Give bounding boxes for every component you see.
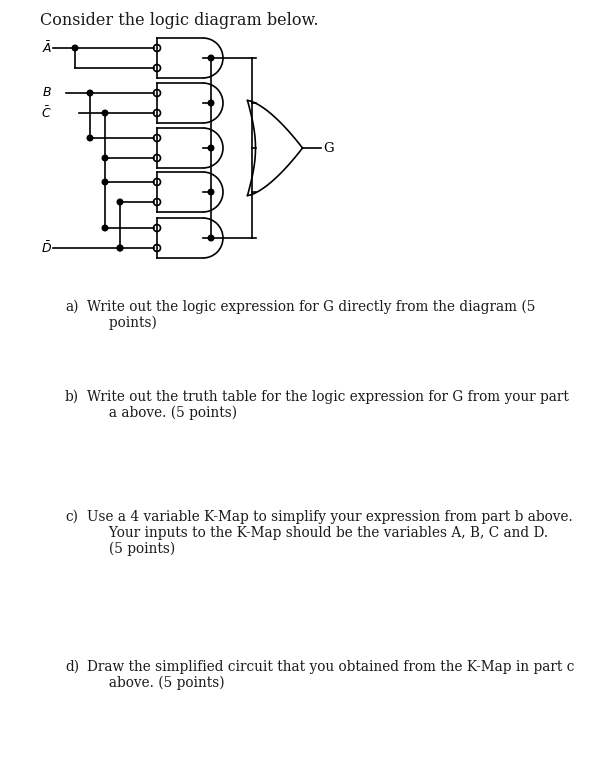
Text: c): c): [65, 510, 78, 524]
Text: above. (5 points): above. (5 points): [87, 676, 225, 690]
Circle shape: [102, 179, 108, 185]
Text: G: G: [323, 141, 334, 154]
Text: points): points): [87, 316, 157, 330]
Circle shape: [117, 245, 123, 251]
Text: $\bar{C}$: $\bar{C}$: [41, 105, 52, 121]
Text: Write out the logic expression for G directly from the diagram (5: Write out the logic expression for G dir…: [87, 300, 535, 314]
Circle shape: [72, 45, 78, 51]
Text: $\bar{D}$: $\bar{D}$: [41, 240, 52, 256]
Text: (5 points): (5 points): [87, 542, 175, 556]
Circle shape: [102, 225, 108, 231]
Text: d): d): [65, 660, 79, 674]
Circle shape: [102, 155, 108, 161]
Circle shape: [117, 245, 123, 251]
Text: Your inputs to the K-Map should be the variables A, B, C and D.: Your inputs to the K-Map should be the v…: [87, 526, 548, 540]
Text: Write out the truth table for the logic expression for G from your part: Write out the truth table for the logic …: [87, 390, 569, 404]
Circle shape: [102, 110, 108, 116]
Circle shape: [208, 145, 214, 151]
Text: Draw the simplified circuit that you obtained from the K-Map in part c: Draw the simplified circuit that you obt…: [87, 660, 575, 674]
Text: $B$: $B$: [42, 87, 52, 100]
Text: a): a): [65, 300, 78, 314]
Text: Use a 4 variable K-Map to simplify your expression from part b above.: Use a 4 variable K-Map to simplify your …: [87, 510, 573, 524]
Circle shape: [208, 55, 214, 61]
Text: a above. (5 points): a above. (5 points): [87, 406, 237, 420]
Text: Consider the logic diagram below.: Consider the logic diagram below.: [40, 12, 319, 29]
Circle shape: [208, 100, 214, 106]
Circle shape: [208, 189, 214, 195]
Text: b): b): [65, 390, 79, 404]
Circle shape: [208, 235, 214, 241]
Circle shape: [87, 90, 93, 96]
Circle shape: [117, 199, 123, 205]
Circle shape: [87, 135, 93, 141]
Text: $\bar{A}$: $\bar{A}$: [42, 40, 52, 56]
